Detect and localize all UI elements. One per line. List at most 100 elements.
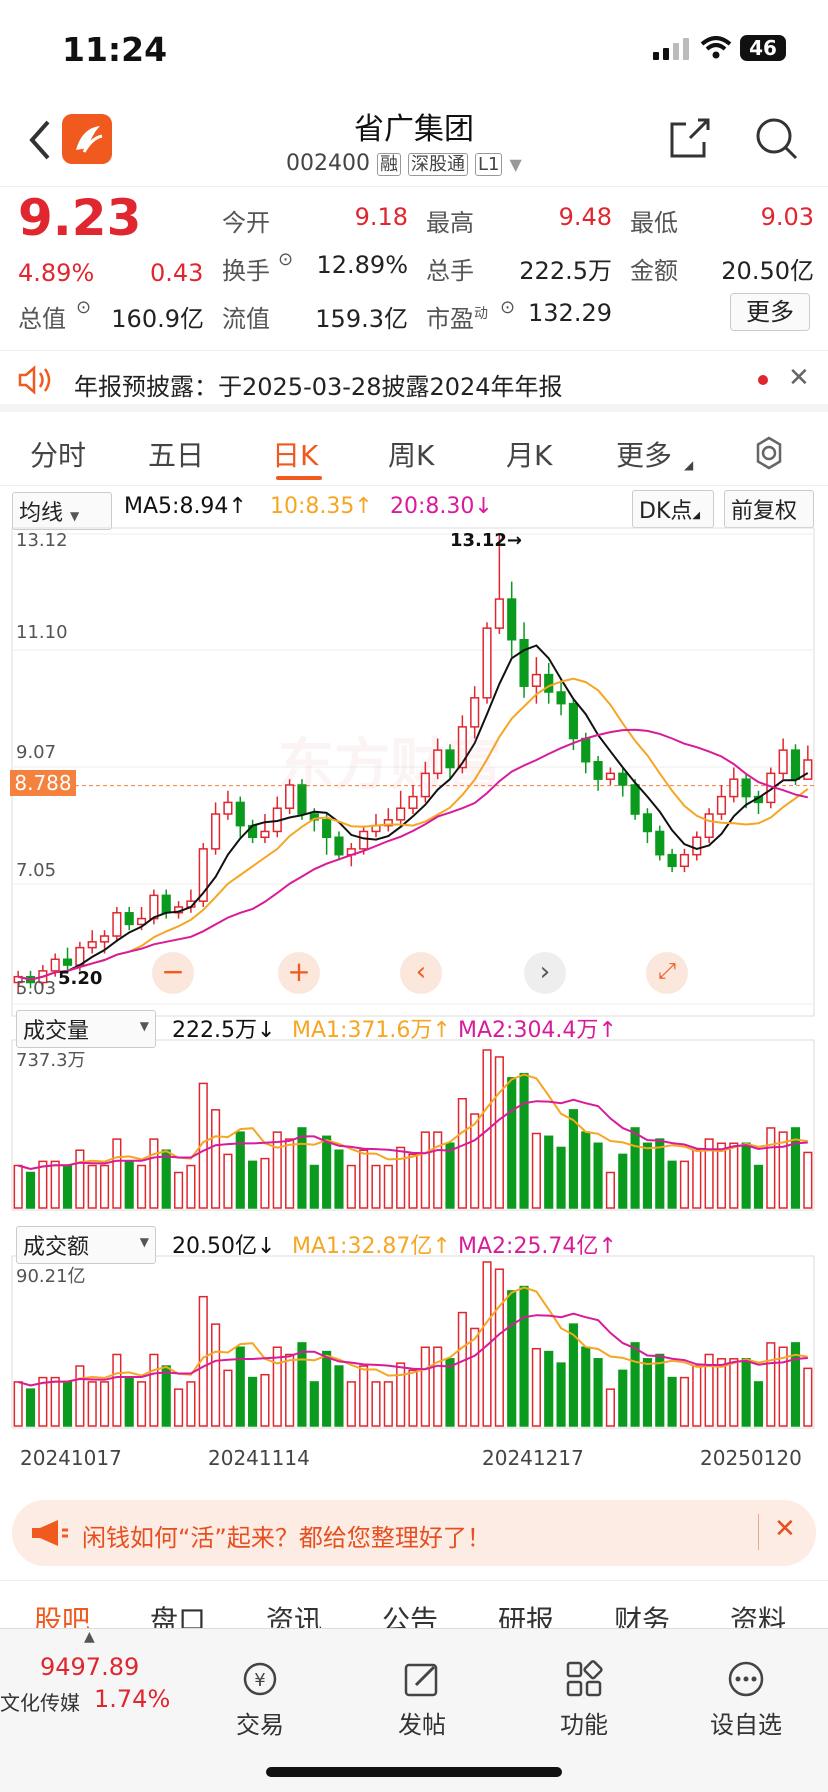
amount-ma2: MA2:25.74亿↑ bbox=[458, 1234, 617, 1259]
x-date-1: 20241017 bbox=[20, 1446, 122, 1470]
candle-body bbox=[62, 958, 73, 966]
volume-select[interactable]: 成交量 ▼ bbox=[16, 1010, 156, 1048]
app-logo-icon[interactable] bbox=[62, 114, 112, 164]
amount-bar bbox=[161, 1365, 171, 1427]
info-icon[interactable]: ⊙ bbox=[278, 249, 294, 270]
zoom-in-button[interactable]: + bbox=[278, 952, 320, 994]
pe-label: 市盈动 bbox=[426, 305, 488, 333]
adjust-price-button[interactable]: 前复权 bbox=[724, 490, 814, 528]
amount-bar bbox=[285, 1353, 295, 1427]
amount-bar bbox=[211, 1323, 221, 1427]
tab-forum[interactable]: 股吧 bbox=[34, 1604, 91, 1628]
low-marker: 5.20 bbox=[58, 968, 103, 989]
amount-bar bbox=[593, 1358, 603, 1427]
amount-ma1-line bbox=[17, 1286, 808, 1387]
zoom-out-button[interactable]: − bbox=[152, 952, 194, 994]
badge-margin: 融 bbox=[376, 153, 401, 176]
chart-tabs: 分时 五日 日K 周K 月K 更多 ◢ bbox=[0, 420, 828, 486]
tab-announcements[interactable]: 公告 bbox=[382, 1604, 439, 1628]
volume-bar bbox=[531, 1132, 541, 1209]
volume-bar bbox=[359, 1149, 369, 1209]
tab-intraday[interactable]: 分时 bbox=[30, 439, 87, 472]
post-button[interactable]: 发帖 bbox=[372, 1659, 472, 1740]
amount-select[interactable]: 成交额 ▼ bbox=[16, 1226, 156, 1264]
notice-text[interactable]: 年报预披露：于2025-03-28披露2024年年报 bbox=[74, 373, 563, 401]
wifi-icon bbox=[700, 36, 732, 59]
dk-point-button[interactable]: DK点◢ bbox=[632, 490, 714, 528]
amount-bar bbox=[433, 1346, 443, 1427]
stock-code: 002400 bbox=[286, 151, 370, 176]
expand-icon[interactable]: ⤢ bbox=[646, 952, 688, 994]
more-button[interactable]: 更多 bbox=[730, 293, 810, 331]
badge-level[interactable]: L1 bbox=[474, 153, 503, 176]
amount-bar bbox=[642, 1358, 653, 1427]
notice-bar[interactable]: 年报预披露：于2025-03-28披露2024年年报 ✕ bbox=[0, 350, 828, 412]
candle-body bbox=[50, 958, 60, 972]
tab-profile[interactable]: 资料 bbox=[730, 1604, 787, 1628]
tab-orderbook[interactable]: 盘口 bbox=[150, 1604, 207, 1628]
amount-bar bbox=[445, 1358, 455, 1427]
amount-bar bbox=[704, 1353, 714, 1427]
amount-bar bbox=[272, 1346, 282, 1427]
tab-five-day[interactable]: 五日 bbox=[148, 439, 205, 472]
info-icon[interactable]: ⊙ bbox=[500, 297, 516, 318]
ad-divider bbox=[758, 1514, 759, 1550]
amount-bar bbox=[396, 1362, 406, 1427]
share-icon[interactable] bbox=[668, 116, 712, 160]
chevron-down-icon[interactable]: ◢ bbox=[684, 458, 694, 472]
x-date-3: 20241217 bbox=[482, 1446, 584, 1470]
tab-news[interactable]: 资讯 bbox=[266, 1604, 323, 1628]
indicator-select[interactable]: 均线 ▼ bbox=[12, 492, 112, 530]
info-icon[interactable]: ⊙ bbox=[76, 297, 92, 318]
candle-body bbox=[803, 759, 813, 780]
volume-bar bbox=[692, 1149, 702, 1209]
status-time: 11:24 bbox=[62, 30, 168, 69]
amount-bar bbox=[420, 1346, 430, 1427]
ad-text[interactable]: 闲钱如何“活”起来？都给您整理好了！ bbox=[82, 1524, 491, 1552]
candle-body bbox=[112, 912, 122, 937]
volume-bar bbox=[568, 1109, 578, 1209]
tab-daily-k[interactable]: 日K bbox=[272, 439, 319, 472]
tab-finance[interactable]: 财务 bbox=[614, 1604, 671, 1628]
amount-current: 20.50亿↓ bbox=[172, 1234, 276, 1259]
ad-banner[interactable]: 闲钱如何“活”起来？都给您整理好了！ ✕ bbox=[12, 1500, 816, 1566]
add-watchlist-button[interactable]: 设自选 bbox=[696, 1659, 796, 1740]
index-change[interactable]: 1.74% bbox=[94, 1685, 171, 1713]
gear-icon[interactable] bbox=[752, 436, 786, 470]
chevron-up-icon[interactable]: ▲ bbox=[84, 1629, 95, 1645]
functions-button[interactable]: 功能 bbox=[534, 1659, 634, 1740]
edit-icon bbox=[404, 1663, 438, 1697]
index-name[interactable]: 文化传媒 bbox=[0, 1691, 80, 1715]
turnover-label: 换手 bbox=[222, 257, 270, 285]
volume-bar bbox=[173, 1171, 184, 1209]
trade-button[interactable]: ¥ 交易 bbox=[210, 1659, 310, 1740]
amount-bar bbox=[482, 1261, 492, 1427]
open-label: 今开 bbox=[222, 209, 270, 237]
amount-bar bbox=[494, 1268, 504, 1427]
tab-research[interactable]: 研报 bbox=[498, 1604, 555, 1628]
back-icon[interactable] bbox=[28, 120, 52, 160]
float-cap-label: 流值 bbox=[222, 305, 270, 333]
amount-bar bbox=[99, 1381, 110, 1427]
tab-monthly-k[interactable]: 月K bbox=[506, 439, 553, 472]
tab-weekly-k[interactable]: 周K bbox=[388, 439, 435, 472]
chevron-down-icon[interactable]: ▼ bbox=[509, 155, 522, 174]
chevron-left-icon[interactable]: ‹ bbox=[400, 952, 442, 994]
amount-bar bbox=[716, 1358, 727, 1427]
candle-body bbox=[457, 726, 467, 769]
chevron-right-icon[interactable]: › bbox=[524, 952, 566, 994]
amount-bar bbox=[50, 1376, 60, 1427]
amount-bar bbox=[383, 1381, 393, 1427]
volume-bar bbox=[260, 1157, 270, 1209]
candle-body bbox=[13, 975, 23, 984]
close-icon[interactable]: ✕ bbox=[788, 363, 810, 393]
tab-more[interactable]: 更多 bbox=[616, 439, 673, 472]
close-icon[interactable]: ✕ bbox=[774, 1514, 796, 1544]
candle-body bbox=[482, 627, 492, 699]
amount-bar bbox=[297, 1342, 307, 1427]
index-value[interactable]: 9497.89 bbox=[40, 1653, 140, 1681]
volume-bar bbox=[346, 1164, 356, 1209]
search-icon[interactable] bbox=[754, 116, 798, 160]
volume-bar bbox=[642, 1142, 653, 1209]
kline-chart[interactable] bbox=[0, 520, 828, 1530]
